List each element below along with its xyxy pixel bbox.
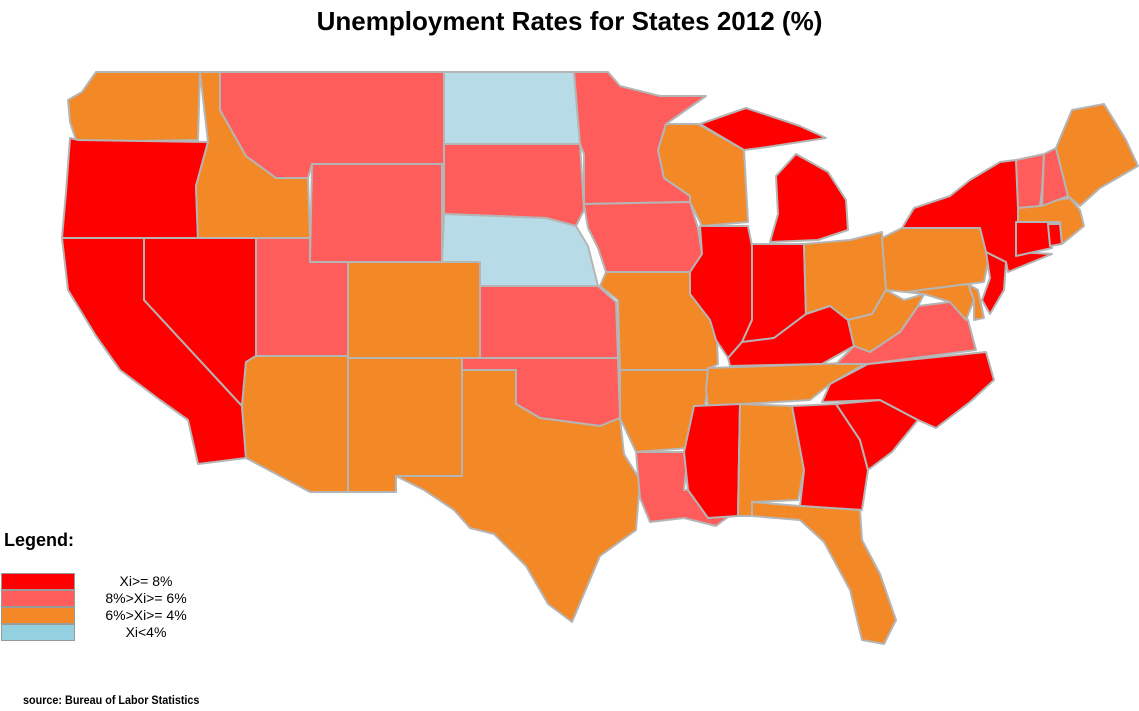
- state-NC[interactable]: [821, 351, 995, 429]
- state-WA[interactable]: [67, 71, 201, 143]
- state-IA[interactable]: [583, 201, 703, 273]
- state-VT[interactable]: [1015, 153, 1045, 209]
- map-title: Unemployment Rates for States 2012 (%): [316, 6, 823, 36]
- state-MI[interactable]: [699, 107, 849, 243]
- state-IL[interactable]: [689, 225, 753, 359]
- legend-swatch: [1, 624, 75, 641]
- state-TN[interactable]: [705, 361, 869, 407]
- legend-label: 8%>Xi>= 6%: [105, 590, 187, 606]
- state-PA[interactable]: [881, 227, 991, 293]
- state-MT[interactable]: [219, 71, 445, 179]
- state-KS[interactable]: [479, 285, 619, 359]
- state-AZ[interactable]: [241, 355, 349, 493]
- source-note: source: Bureau of Labor Statistics: [23, 693, 200, 707]
- legend-item: 8%>Xi>= 6%: [1, 590, 431, 607]
- state-WV[interactable]: [847, 289, 925, 353]
- state-FL[interactable]: [751, 501, 897, 645]
- legend-swatch: [1, 573, 75, 590]
- legend-title: Legend:: [4, 530, 74, 550]
- legend-swatch: [1, 607, 75, 624]
- state-TX[interactable]: [395, 369, 641, 623]
- state-ME[interactable]: [1055, 103, 1139, 207]
- state-NM[interactable]: [347, 357, 463, 493]
- state-SD[interactable]: [443, 143, 585, 227]
- state-OH[interactable]: [803, 231, 887, 321]
- state-WY[interactable]: [309, 163, 443, 263]
- legend-item: Xi>= 8%: [1, 573, 431, 590]
- legend-item: 6%>Xi>= 4%: [1, 607, 431, 624]
- state-CT[interactable]: [1015, 221, 1053, 257]
- state-WI[interactable]: [657, 123, 749, 227]
- state-CO[interactable]: [347, 261, 481, 359]
- state-ND[interactable]: [443, 71, 581, 145]
- state-OR[interactable]: [61, 137, 209, 241]
- legend-label: Xi<4%: [125, 624, 167, 640]
- state-DE[interactable]: [967, 283, 985, 321]
- legend-label: 6%>Xi>= 4%: [105, 607, 187, 623]
- legend-label: Xi>= 8%: [119, 573, 173, 589]
- legend-swatch: [1, 590, 75, 607]
- legend-item: Xi<4%: [1, 624, 431, 641]
